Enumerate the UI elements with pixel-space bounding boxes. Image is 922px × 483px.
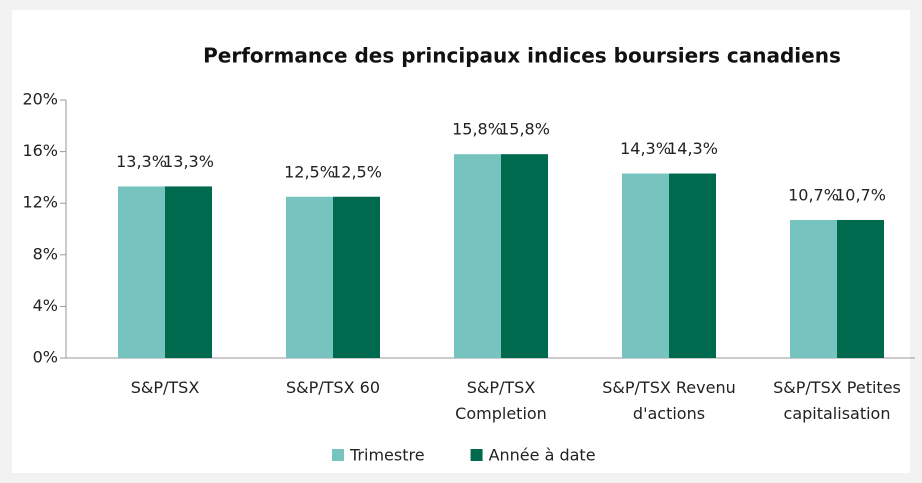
x-tick-label: S&P/TSX [131, 378, 200, 397]
bar [454, 154, 501, 358]
legend-swatch [332, 449, 344, 461]
value-label: 13,3% [163, 152, 214, 171]
bar [501, 154, 548, 358]
legend-label: Année à date [489, 446, 596, 465]
y-tick-label: 12% [22, 193, 58, 212]
x-tick-label-line: d'actions [633, 404, 705, 423]
y-tick-label: 0% [33, 348, 58, 367]
x-tick-label: S&P/TSX Completion [455, 378, 547, 423]
x-tick-label-line: Completion [455, 404, 547, 423]
bar [286, 196, 333, 358]
chart-title: Performance des principaux indices bours… [203, 44, 841, 68]
bar [837, 219, 884, 358]
x-tick-label-line: S&P/TSX [131, 378, 200, 397]
x-tick-label-line: S&P/TSX Petites [773, 378, 901, 397]
y-tick-label: 4% [33, 296, 58, 315]
x-tick-label-line: S&P/TSX [467, 378, 536, 397]
y-tick-label: 20% [22, 90, 58, 109]
value-label: 13,3% [116, 152, 167, 171]
bar [669, 173, 716, 358]
bar [165, 186, 212, 358]
x-tick-label-line: S&P/TSX 60 [286, 378, 380, 397]
x-tick-label: S&P/TSX 60 [286, 378, 380, 397]
bar [333, 196, 380, 358]
x-tick-label-line: S&P/TSX Revenu [602, 378, 735, 397]
value-label: 10,7% [835, 185, 886, 204]
y-tick-label: 16% [22, 141, 58, 160]
value-label: 12,5% [331, 162, 382, 181]
value-label: 14,3% [667, 139, 718, 158]
x-tick-label: S&P/TSX Revenu d'actions [602, 378, 735, 423]
value-label: 15,8% [499, 120, 550, 139]
x-tick-label: S&P/TSX Petites capitalisation [773, 378, 901, 423]
y-tick-label: 8% [33, 244, 58, 263]
x-tick-label-line: capitalisation [784, 404, 891, 423]
bar [118, 186, 165, 358]
legend-label: Trimestre [349, 446, 425, 465]
value-label: 14,3% [620, 139, 671, 158]
value-label: 10,7% [788, 185, 839, 204]
bar [622, 173, 669, 358]
value-label: 12,5% [284, 162, 335, 181]
value-label: 15,8% [452, 120, 503, 139]
bar [790, 219, 837, 358]
legend-swatch [470, 449, 483, 461]
